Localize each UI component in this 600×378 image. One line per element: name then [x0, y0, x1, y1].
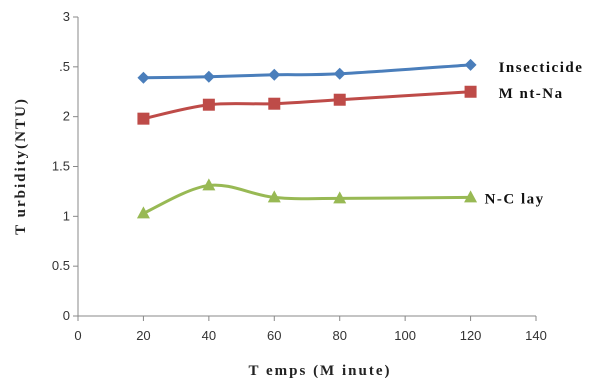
x-tick-label: 100 — [394, 328, 416, 343]
y-tick-label: 1 — [63, 208, 70, 223]
y-tick-label: 1.5 — [52, 159, 70, 174]
series-line — [143, 90, 471, 121]
y-tick-label: 3 — [63, 9, 70, 24]
data-point — [333, 93, 346, 106]
y-axis-title: T urbidity(NTU) — [13, 97, 29, 235]
data-point — [202, 98, 215, 111]
data-point — [137, 112, 150, 125]
data-point — [333, 67, 346, 80]
data-point — [464, 190, 478, 203]
x-tick-label: 140 — [525, 328, 547, 343]
data-point — [268, 97, 281, 110]
y-tick-label: 0 — [63, 308, 70, 323]
series-triangle: N-C lay — [136, 178, 545, 219]
x-tick-label: 80 — [332, 328, 346, 343]
data-point — [464, 58, 477, 71]
series-layer: Insecticide M nt-Na N-C lay — [136, 58, 584, 219]
series-label: M nt-Na — [499, 86, 564, 102]
series-line — [143, 63, 471, 80]
axes: 0 0.5 1 1.5 2 .5 3 0 20 40 60 80 100 120 140 — [52, 9, 547, 343]
x-tick-label: 120 — [460, 328, 482, 343]
y-tick-label: 0.5 — [52, 258, 70, 273]
data-point — [267, 190, 281, 203]
y-tick-label: .5 — [59, 59, 70, 74]
data-point — [333, 191, 347, 204]
x-axis-title: T emps (M inute) — [249, 363, 392, 378]
series-square: M nt-Na — [137, 85, 564, 125]
y-tick-label: 2 — [63, 109, 70, 124]
series-label: Insecticide — [499, 60, 584, 76]
x-tick-label: 0 — [74, 328, 81, 343]
x-tick-label: 40 — [202, 328, 216, 343]
series-line — [142, 183, 471, 215]
data-point — [464, 85, 477, 98]
x-tick-label: 20 — [136, 328, 150, 343]
data-point — [137, 71, 150, 84]
data-point — [268, 68, 281, 81]
series-label: N-C lay — [485, 191, 545, 207]
data-point — [202, 178, 216, 191]
data-point — [202, 70, 215, 83]
x-tick-label: 60 — [267, 328, 281, 343]
data-point — [136, 206, 150, 219]
series-diamond: Insecticide — [137, 58, 584, 84]
